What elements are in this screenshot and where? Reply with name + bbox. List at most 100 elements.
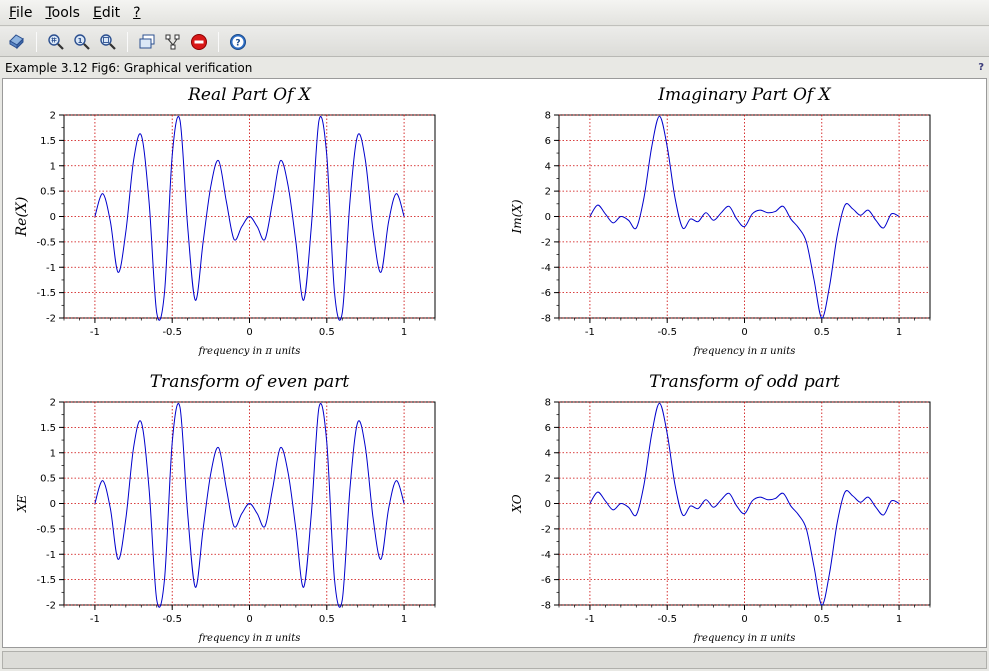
y-axis-label: Im(X) (510, 199, 524, 234)
y-tick-label: 1.5 (40, 423, 56, 434)
y-tick-label: -6 (541, 575, 551, 586)
x-axis-label: frequency in π units (198, 633, 301, 644)
y-axis-label: Re(X) (14, 197, 30, 238)
rotate-icon (9, 33, 24, 49)
x-tick-label: 0.5 (319, 614, 335, 625)
y-tick-label: 8 (545, 111, 551, 122)
y-tick-label: 2 (545, 187, 551, 198)
y-tick-label: -8 (541, 314, 551, 325)
menu-file-rest: ile (16, 4, 33, 21)
x-tick-label: 1 (896, 614, 902, 625)
y-tick-label: -2 (541, 237, 551, 248)
plot-canvas[interactable]: -1 -0.5 0 0.5 1 2 1.5 1 0.5 0 -0.5 -1 -1.5 -2 Real Par… (2, 78, 987, 648)
stop-icon (191, 33, 207, 50)
y-tick-label: -6 (541, 288, 551, 299)
y-tick-label: -1 (46, 550, 56, 561)
toolbar-separator (218, 31, 219, 52)
zoom-in-icon (48, 33, 64, 50)
zoom-original-icon: 1 (74, 33, 90, 50)
menu-bar: File Tools Edit ? (0, 0, 989, 26)
menu-help-key: ? (133, 4, 141, 21)
subplot-4: -1 -0.5 0 0.5 1 8 6 4 2 0 -2 -4 -6 -8 Transform of odd… (510, 372, 931, 644)
datatip-icon (139, 34, 155, 48)
y-tick-label: 2 (50, 111, 56, 122)
y-tick-label: -0.5 (36, 237, 56, 248)
y-tick-label: -1.5 (36, 288, 56, 299)
y-tick-label: 0.5 (40, 187, 56, 198)
plot-title: Transform of even part (150, 372, 350, 392)
x-tick-label: 1 (401, 327, 407, 338)
y-axis-label: XO (510, 494, 524, 513)
menu-tools-key: T (45, 4, 52, 21)
rotate-button[interactable] (6, 31, 28, 53)
menu-help[interactable]: ? (128, 5, 145, 21)
menu-edit-rest: dit (101, 4, 121, 21)
datatip-button[interactable] (136, 31, 158, 53)
x-tick-label: -0.5 (657, 614, 677, 625)
y-tick-label: -2 (46, 314, 56, 325)
x-tick-label: 0.5 (319, 327, 335, 338)
x-tick-label: -0.5 (657, 327, 677, 338)
figure-title: Example 3.12 Fig6: Graphical verificatio… (5, 60, 253, 75)
toolbar-separator (36, 31, 37, 52)
y-tick-label: -2 (46, 601, 56, 612)
toolbar: 1 (0, 27, 989, 57)
plots-svg: -1 -0.5 0 0.5 1 2 1.5 1 0.5 0 -0.5 -1 -1.5 -2 Real Par… (14, 85, 931, 644)
x-tick-label: -1 (585, 327, 595, 338)
figure-tree-button[interactable] (162, 31, 184, 53)
x-tick-label: 0.5 (814, 327, 830, 338)
x-tick-label: -0.5 (162, 614, 182, 625)
figure-title-bar: Example 3.12 Fig6: Graphical verificatio… (0, 58, 989, 77)
plot-title: Transform of odd part (649, 372, 840, 392)
x-tick-label: -1 (90, 614, 100, 625)
subplot-2: -1 -0.5 0 0.5 1 8 6 4 2 0 -2 -4 -6 -8 Imaginary Part O… (510, 85, 931, 357)
menu-edit[interactable]: Edit (88, 5, 125, 21)
subplot-1: -1 -0.5 0 0.5 1 2 1.5 1 0.5 0 -0.5 -1 -1.5 -2 Real Par… (14, 85, 436, 357)
y-tick-label: 6 (545, 136, 551, 147)
x-tick-label: 0 (246, 614, 252, 625)
y-tick-label: 8 (545, 398, 551, 409)
y-tick-label: -4 (541, 550, 551, 561)
toolbar-separator (127, 31, 128, 52)
x-axis-label: frequency in π units (198, 346, 301, 357)
help-glyph-icon[interactable]: ? (978, 62, 984, 73)
plot-title: Real Part Of X (187, 85, 312, 105)
y-tick-label: 4 (545, 161, 551, 172)
stop-button[interactable] (188, 31, 210, 53)
y-tick-label: -2 (541, 524, 551, 535)
y-tick-label: -1 (46, 263, 56, 274)
menu-file[interactable]: File (4, 5, 37, 21)
svg-text:?: ? (235, 38, 240, 48)
y-tick-label: 4 (545, 448, 551, 459)
status-bar (2, 651, 987, 669)
menu-tools-rest: ools (51, 4, 80, 21)
x-tick-label: 1 (401, 614, 407, 625)
plot-title: Imaginary Part Of X (657, 85, 831, 105)
x-tick-label: -1 (585, 614, 595, 625)
y-tick-label: 0 (545, 499, 551, 510)
y-tick-label: -8 (541, 601, 551, 612)
y-tick-label: 6 (545, 423, 551, 434)
zoom-area-icon (100, 33, 116, 50)
x-tick-label: -0.5 (162, 327, 182, 338)
menu-tools[interactable]: Tools (40, 5, 85, 21)
y-tick-label: 1 (50, 161, 56, 172)
help-button[interactable]: ? (227, 31, 249, 53)
y-tick-label: 0.5 (40, 474, 56, 485)
help-icon: ? (230, 33, 246, 50)
menu-file-key: F (9, 4, 17, 21)
x-tick-label: 0 (741, 614, 747, 625)
zoom-in-button[interactable] (45, 31, 67, 53)
y-tick-label: 0 (545, 212, 551, 223)
figure-tree-icon (165, 34, 180, 49)
y-tick-label: -0.5 (36, 524, 56, 535)
x-tick-label: 0.5 (814, 614, 830, 625)
x-tick-label: 1 (896, 327, 902, 338)
y-axis-label: XE (15, 495, 29, 514)
menu-edit-key: E (92, 4, 102, 21)
y-tick-label: 2 (50, 398, 56, 409)
zoom-original-button[interactable]: 1 (71, 31, 93, 53)
zoom-area-button[interactable] (97, 31, 119, 53)
svg-text:1: 1 (78, 37, 83, 45)
